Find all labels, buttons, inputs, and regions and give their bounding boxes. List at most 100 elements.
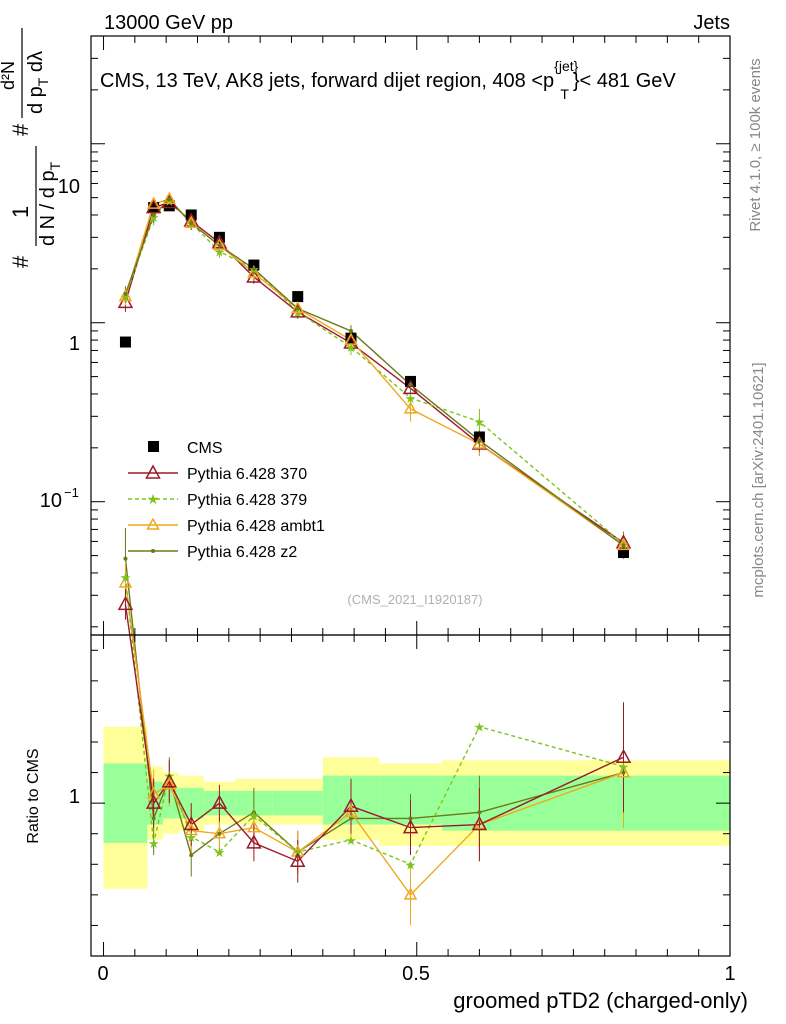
main-point-pythia-6-428-ambt1 [212,237,227,251]
ylabel-frac2-denominator: d pT dλ [25,51,51,114]
ratio-point-pythia-6-428-ambt1 [118,575,133,588]
ratio-point-pythia-6-428-z2 [348,816,353,821]
header-left-label: 13000 GeV pp [104,12,233,34]
legend-label-370: Pythia 6.428 370 [187,466,307,483]
ratio-point-pythia-6-428-ambt1 [162,777,177,790]
main-point-pythia-6-428-z2 [251,266,256,271]
legend-entry-ambt1: Pythia 6.428 ambt1 [128,517,325,535]
main-point-pythia-6-428-379: ★ [120,290,132,305]
main-point-pythia-6-428-z2 [295,306,300,311]
ratio-series-layer: ★★★★★★★★★★★ [117,528,632,926]
ratio-point-pythia-6-428-z2 [295,850,300,855]
ratio-point-pythia-6-428-379: ★ [474,720,486,735]
chart-title: CMS, 13 TeV, AK8 jets, forward dijet reg… [100,58,676,102]
ratio-point-pythia-6-428-379: ★ [618,759,630,774]
legend-marker-z2 [151,549,155,553]
main-point-pythia-6-428-ambt1 [290,301,305,314]
main-point-pythia-6-428-z2 [621,543,626,548]
main-series-layer: ★★★★★★★★★★★ [117,191,632,559]
main-point-pythia-6-428-379: ★ [474,415,486,430]
main-point-pythia-6-428-370 [402,379,419,395]
main-point-pythia-6-428-370 [183,212,199,227]
main-point-cms [248,259,260,271]
main-point-pythia-6-428-370 [343,334,359,349]
main-point-cms [345,332,357,344]
ratio-point-pythia-6-428-379: ★ [405,857,417,872]
main-point-pythia-6-428-370 [615,534,632,549]
ratio-point-pythia-6-428-379: ★ [292,845,304,860]
main-point-pythia-6-428-370 [145,198,162,214]
main-point-pythia-6-428-370 [246,268,262,283]
ratio-point-pythia-6-428-z2 [189,853,194,858]
main-point-pythia-6-428-ambt1 [344,332,358,345]
xtick-label-0: 0 [97,963,108,985]
ratio-point-pythia-6-428-370 [615,748,632,764]
legend-entry-379: ★ Pythia 6.428 379 [128,491,307,509]
main-point-cms [213,231,225,243]
main-panel: ★★★★★★★★★★★ 10 1 10 −1 CMS, 13 TeV, AK8 … [0,28,731,636]
main-point-cms [618,547,629,559]
ratio-point-pythia-6-428-370 [145,794,162,809]
main-ylabel: # 1 d N / d pT # d²N d pT dλ [0,28,63,268]
main-point-pythia-6-428-ambt1 [118,289,133,302]
main-point-pythia-6-428-ambt1 [184,215,199,228]
ytick-label-10: 10 [58,176,80,198]
main-point-pythia-6-428-ambt1 [146,196,161,209]
ratio-panel: ★★★★★★★★★★★ 1 Ratio to CMS 0 0.5 1 groom… [25,528,748,1013]
legend-marker-cms [148,441,159,452]
ratio-point-pythia-6-428-379: ★ [248,808,260,823]
legend-marker-379: ★ [147,491,160,507]
main-point-cms [292,291,304,303]
ratio-point-pythia-6-428-379: ★ [148,836,160,851]
main-ticks [91,35,731,635]
ytick-label-0.1-exp: −1 [64,485,79,500]
ylabel-denominator: d N / d pT [37,161,63,246]
ratio-point-pythia-6-428-370 [246,834,262,849]
ratio-point-pythia-6-428-370 [289,852,306,867]
ratio-point-pythia-6-428-ambt1 [290,844,305,857]
legend-entry-z2: Pythia 6.428 z2 [128,544,297,561]
legend-label-z2: Pythia 6.428 z2 [187,544,297,561]
ratio-line-pythia-6-428-379 [124,576,624,866]
ratio-point-pythia-6-428-ambt1 [212,826,227,839]
main-point-pythia-6-428-z2 [217,243,222,248]
ratio-point-pythia-6-428-370 [343,797,359,812]
main-point-pythia-6-428-370 [289,303,306,318]
legend-label-379: Pythia 6.428 379 [187,492,307,509]
ylabel-hash-1: # [8,255,33,268]
ratio-point-pythia-6-428-z2 [217,831,222,836]
main-point-pythia-6-428-379: ★ [214,245,226,260]
legend-marker-370 [145,464,161,479]
ylabel-numerator: 1 [8,206,33,218]
ratio-band-inner [103,763,148,843]
ratio-point-pythia-6-428-z2 [621,770,626,775]
main-point-cms [163,200,175,212]
ratio-ytick-label-1: 1 [69,786,80,808]
ratio-point-pythia-6-428-370 [211,794,228,809]
ratio-point-pythia-6-428-379: ★ [185,830,197,845]
ratio-point-pythia-6-428-370 [471,815,488,831]
main-point-pythia-6-428-379: ★ [405,391,417,406]
main-point-pythia-6-428-z2 [167,197,172,202]
ytick-label-0.1-base: 10 [40,490,62,512]
main-point-pythia-6-428-ambt1 [616,537,631,551]
ylabel-hash-2: # [8,123,33,136]
xtick-label-0.5: 0.5 [402,963,430,985]
rivet-version-label: Rivet 4.1.0, ≥ 100k events [747,58,764,231]
legend: CMS Pythia 6.428 370 ★ Pythia 6.428 379 … [128,440,325,561]
main-point-pythia-6-428-ambt1 [162,191,177,204]
ratio-ylabel: Ratio to CMS [25,748,42,843]
main-point-pythia-6-428-z2 [189,221,194,226]
ratio-point-pythia-6-428-z2 [123,556,128,561]
legend-entry-370: Pythia 6.428 370 [128,464,307,483]
main-point-pythia-6-428-z2 [408,382,413,387]
ratio-point-pythia-6-428-370 [161,773,178,788]
mcplots-label: mcplots.cern.ch [arXiv:2401.10621] [750,362,767,597]
main-point-pythia-6-428-370 [117,293,134,309]
ratio-point-pythia-6-428-z2 [151,816,156,821]
xtick-label-1: 1 [724,963,735,985]
main-point-pythia-6-428-z2 [151,212,156,217]
ratio-band-inner [272,790,323,816]
ratio-point-pythia-6-428-z2 [251,810,256,815]
